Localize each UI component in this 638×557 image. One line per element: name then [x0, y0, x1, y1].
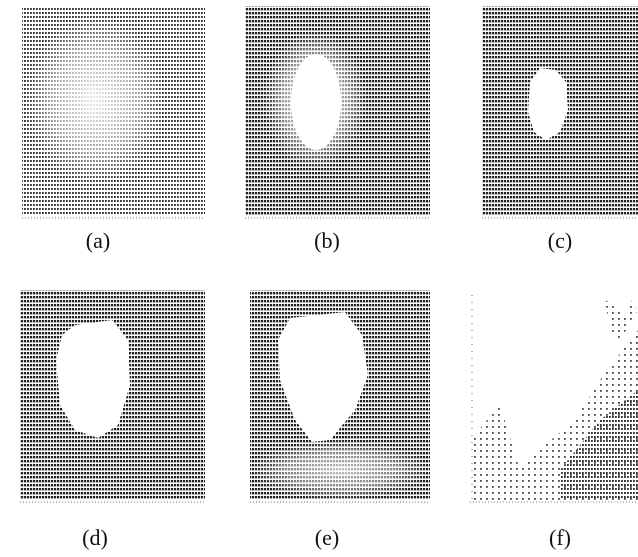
- panel-label: (b): [314, 228, 340, 253]
- panel-label: (d): [82, 525, 108, 550]
- panel-e: [250, 290, 430, 502]
- panel-b: [245, 6, 430, 218]
- light-region: [25, 15, 165, 185]
- panel-label: (a): [86, 228, 110, 253]
- panel-label: (e): [315, 525, 339, 550]
- light-region: [250, 440, 430, 500]
- void: [291, 54, 341, 150]
- panel-label: (c): [548, 228, 572, 253]
- panel-a: [22, 6, 205, 218]
- figure: (a) (b) (c) (d) (e) (f): [0, 0, 638, 557]
- panel-label: (f): [549, 525, 571, 550]
- panel-d: [20, 290, 205, 502]
- dot-cluster: [605, 300, 638, 340]
- page: {"panels": [{"label": "(a)"}, {"label": …: [0, 0, 638, 557]
- panel-f: [470, 295, 638, 502]
- panel-c: [482, 6, 638, 218]
